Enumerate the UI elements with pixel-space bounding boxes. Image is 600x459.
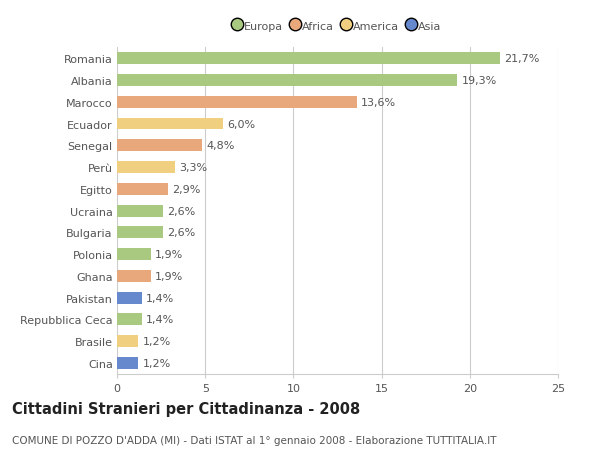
Text: 21,7%: 21,7% [504,54,539,64]
Text: 1,4%: 1,4% [146,315,175,325]
Text: 1,2%: 1,2% [143,358,171,368]
Text: 19,3%: 19,3% [462,76,497,86]
Bar [117,140,202,152]
Text: COMUNE DI POZZO D'ADDA (MI) - Dati ISTAT al 1° gennaio 2008 - Elaborazione TUTTI: COMUNE DI POZZO D'ADDA (MI) - Dati ISTAT… [12,435,497,445]
Bar [117,118,223,130]
Bar [117,270,151,282]
Text: 1,4%: 1,4% [146,293,175,303]
Text: 4,8%: 4,8% [206,141,235,151]
Bar [117,227,163,239]
Text: 2,9%: 2,9% [173,185,201,195]
Text: 1,9%: 1,9% [155,250,183,260]
Bar [117,314,142,326]
Legend: Europa, Africa, America, Asia: Europa, Africa, America, Asia [229,16,446,36]
Text: 3,3%: 3,3% [179,162,208,173]
Text: 1,9%: 1,9% [155,271,183,281]
Bar [117,162,175,174]
Text: 2,6%: 2,6% [167,206,196,216]
Text: 13,6%: 13,6% [361,97,397,107]
Bar [117,336,138,347]
Bar [117,96,357,108]
Bar [117,205,163,217]
Bar [117,75,457,87]
Bar [117,292,142,304]
Text: 2,6%: 2,6% [167,228,196,238]
Bar [117,357,138,369]
Bar [117,53,500,65]
Bar [117,249,151,261]
Bar [117,184,168,196]
Text: Cittadini Stranieri per Cittadinanza - 2008: Cittadini Stranieri per Cittadinanza - 2… [12,402,360,417]
Text: 1,2%: 1,2% [143,336,171,347]
Text: 6,0%: 6,0% [227,119,256,129]
